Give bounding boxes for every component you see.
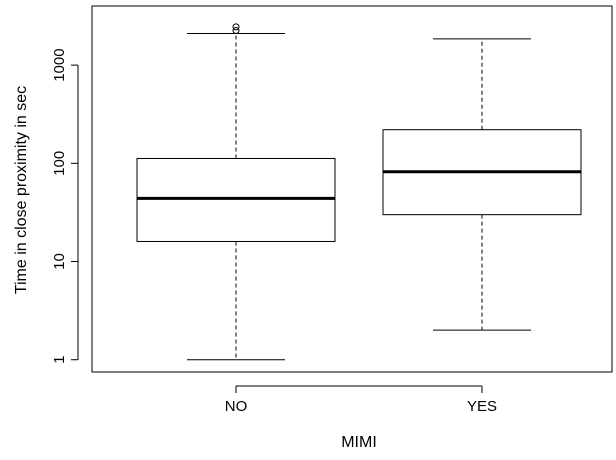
y-tick-label: 10 (51, 253, 68, 270)
y-tick-label: 1 (51, 356, 68, 364)
x-axis-title: MIMI (341, 434, 377, 451)
interquartile-box (136, 157, 336, 242)
outlier-point (232, 27, 240, 35)
outlier-point (232, 23, 240, 31)
x-tick-label: NO (225, 398, 248, 415)
y-tick-label: 1000 (51, 48, 68, 81)
y-tick-label: 100 (51, 151, 68, 176)
box-yes (382, 38, 582, 331)
plot-frame (91, 5, 613, 373)
y-axis-title: Time in close proximity in sec (13, 86, 30, 294)
box-no (136, 23, 336, 361)
x-axis: NO YES (225, 385, 497, 415)
boxes (136, 23, 582, 361)
y-axis: 1 10 100 1000 (51, 48, 79, 364)
x-tick-label: YES (467, 398, 497, 415)
